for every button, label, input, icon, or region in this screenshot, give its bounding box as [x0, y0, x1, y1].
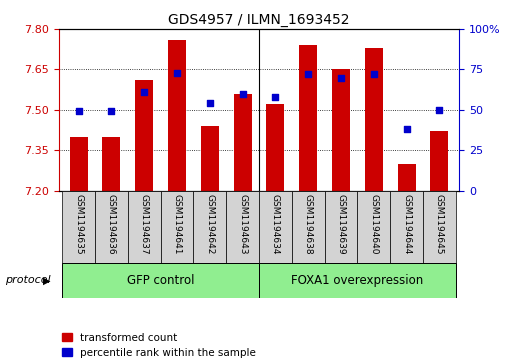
Bar — [62, 263, 259, 298]
Text: GSM1194645: GSM1194645 — [435, 194, 444, 255]
Bar — [103, 137, 121, 191]
Point — [74, 109, 83, 114]
Text: ▶: ▶ — [43, 276, 50, 285]
Bar — [233, 94, 252, 191]
Bar — [398, 164, 416, 191]
Bar — [390, 191, 423, 263]
Bar — [193, 191, 226, 263]
Text: GFP control: GFP control — [127, 274, 194, 287]
Point — [337, 74, 345, 80]
Point — [403, 126, 411, 132]
Bar — [161, 191, 193, 263]
Bar — [95, 191, 128, 263]
Point — [304, 72, 312, 77]
Bar — [365, 48, 383, 191]
Point — [239, 91, 247, 97]
Bar — [332, 69, 350, 191]
Text: GSM1194639: GSM1194639 — [337, 194, 346, 255]
Text: GSM1194641: GSM1194641 — [172, 194, 182, 255]
Text: GSM1194642: GSM1194642 — [205, 194, 214, 254]
Title: GDS4957 / ILMN_1693452: GDS4957 / ILMN_1693452 — [168, 13, 350, 26]
Text: FOXA1 overexpression: FOXA1 overexpression — [291, 274, 424, 287]
Point — [140, 89, 148, 95]
Text: GSM1194638: GSM1194638 — [304, 194, 313, 255]
Point — [173, 70, 181, 76]
Text: GSM1194635: GSM1194635 — [74, 194, 83, 255]
Bar — [226, 191, 259, 263]
Point — [206, 101, 214, 106]
Bar — [128, 191, 161, 263]
Text: GSM1194634: GSM1194634 — [271, 194, 280, 255]
Bar — [358, 191, 390, 263]
Point — [436, 107, 444, 113]
Text: GSM1194637: GSM1194637 — [140, 194, 149, 255]
Bar — [135, 80, 153, 191]
Bar — [325, 191, 358, 263]
Text: protocol: protocol — [5, 276, 51, 285]
Bar — [299, 45, 317, 191]
Bar — [266, 105, 285, 191]
Bar — [430, 131, 448, 191]
Bar — [423, 191, 456, 263]
Text: GSM1194643: GSM1194643 — [238, 194, 247, 255]
Bar — [292, 191, 325, 263]
Bar — [70, 137, 88, 191]
Point — [107, 109, 115, 114]
Bar — [62, 191, 95, 263]
Bar — [201, 126, 219, 191]
Text: GSM1194644: GSM1194644 — [402, 194, 411, 254]
Bar — [259, 191, 292, 263]
Bar — [259, 263, 456, 298]
Point — [370, 72, 378, 77]
Point — [271, 94, 280, 100]
Text: GSM1194636: GSM1194636 — [107, 194, 116, 255]
Text: GSM1194640: GSM1194640 — [369, 194, 379, 255]
Bar — [168, 40, 186, 191]
Legend: transformed count, percentile rank within the sample: transformed count, percentile rank withi… — [62, 333, 256, 358]
